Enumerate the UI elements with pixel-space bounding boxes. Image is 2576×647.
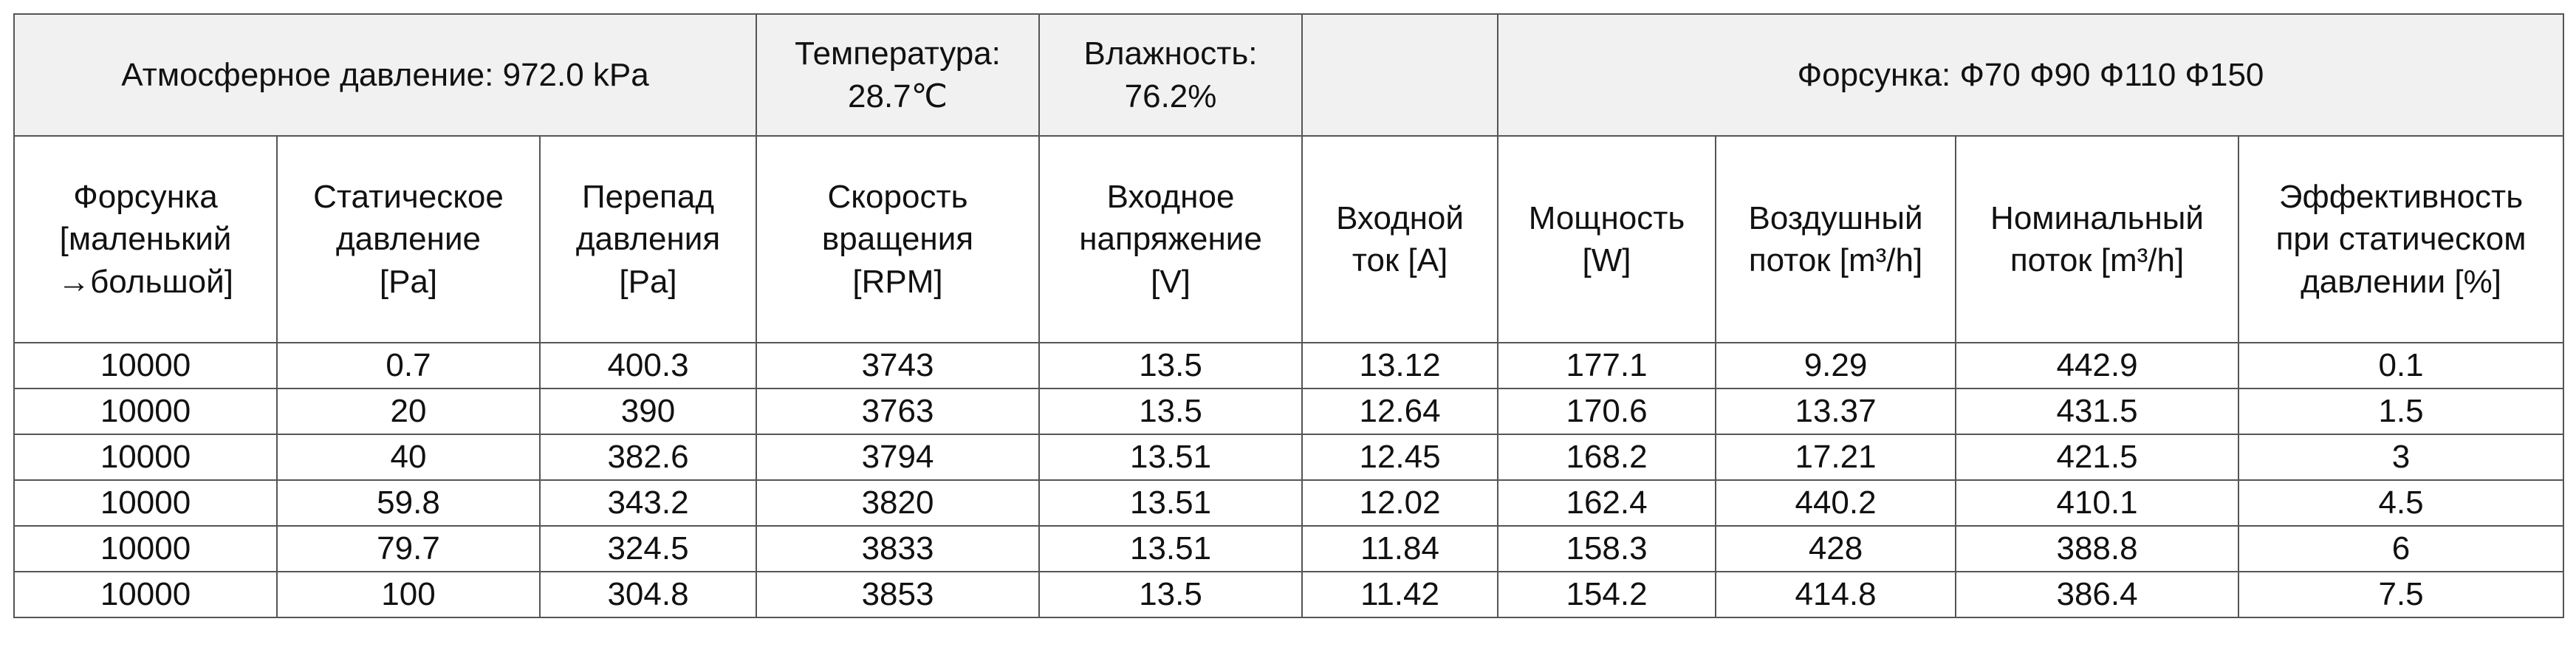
- data-cell: 177.1: [1497, 342, 1717, 389]
- data-cell: 168.2: [1497, 434, 1717, 481]
- data-cell: 386.4: [1955, 571, 2240, 618]
- data-cell: 59.8: [276, 479, 541, 527]
- column-header: Перепад давления [Pa]: [538, 135, 758, 343]
- data-cell: 324.5: [538, 525, 758, 572]
- conditions-row: Атмосферное давление: 972.0 kPa Температ…: [13, 13, 2565, 137]
- data-cell: 9.29: [1715, 342, 1957, 389]
- column-header: Мощность [W]: [1497, 135, 1717, 343]
- data-cell: 100: [276, 571, 541, 618]
- data-row: 10000 0.7 400.3 3743 13.5 13.12 177.1 9.29 442.9…: [13, 342, 2565, 389]
- data-cell: 13.51: [1038, 479, 1304, 527]
- column-header: Входной ток [A]: [1301, 135, 1499, 343]
- data-cell: 3820: [756, 479, 1041, 527]
- data-cell: 431.5: [1955, 388, 2240, 435]
- data-cell: 421.5: [1955, 434, 2240, 481]
- data-cell: 0.1: [2238, 342, 2565, 389]
- column-header: Статическое давление [Pa]: [276, 135, 541, 343]
- data-cell: 13.12: [1301, 342, 1499, 389]
- data-cell: 10000: [13, 525, 278, 572]
- data-cell: 13.51: [1038, 434, 1304, 481]
- data-cell: 11.42: [1301, 571, 1499, 618]
- nozzle: Форсунка: Ф70 Ф90 Ф110 Ф150: [1497, 13, 2565, 137]
- data-cell: 382.6: [538, 434, 758, 481]
- temperature: Температура: 28.7℃: [756, 13, 1041, 137]
- data-cell: 11.84: [1301, 525, 1499, 572]
- data-cell: 13.37: [1715, 388, 1957, 435]
- data-cell: 40: [276, 434, 541, 481]
- data-cell: 79.7: [276, 525, 541, 572]
- data-cell: 6: [2238, 525, 2565, 572]
- column-header: Форсунка [маленький →большой]: [13, 135, 278, 343]
- data-table: Атмосферное давление: 972.0 kPa Температ…: [13, 13, 2565, 618]
- data-cell: 170.6: [1497, 388, 1717, 435]
- data-row: 10000 20 390 3763 13.5 12.64 170.6 13.37 431.5 1.…: [13, 388, 2565, 435]
- data-cell: 10000: [13, 342, 278, 389]
- pressure: Атмосферное давление: 972.0 kPa: [13, 13, 758, 137]
- data-cell: 410.1: [1955, 479, 2240, 527]
- data-cell: 13.51: [1038, 525, 1304, 572]
- data-cell: 10000: [13, 434, 278, 481]
- column-header: Эффективность при статическом давлении […: [2238, 135, 2565, 343]
- data-cell: 7.5: [2238, 571, 2565, 618]
- data-cell: 12.64: [1301, 388, 1499, 435]
- data-cell: 400.3: [538, 342, 758, 389]
- data-cell: 440.2: [1715, 479, 1957, 527]
- data-row: 10000 59.8 343.2 3820 13.51 12.02 162.4 440.2 41…: [13, 479, 2565, 527]
- data-cell: 3794: [756, 434, 1041, 481]
- column-header: Номинальный поток [m³/h]: [1955, 135, 2240, 343]
- data-cell: 20: [276, 388, 541, 435]
- data-row: 10000 100 304.8 3853 13.5 11.42 154.2 414.8 386.…: [13, 571, 2565, 618]
- data-cell: 162.4: [1497, 479, 1717, 527]
- data-cell: 158.3: [1497, 525, 1717, 572]
- data-cell: 10000: [13, 479, 278, 527]
- data-cell: 17.21: [1715, 434, 1957, 481]
- column-header: Входное напряжение [V]: [1038, 135, 1304, 343]
- data-cell: 12.02: [1301, 479, 1499, 527]
- data-cell: 388.8: [1955, 525, 2240, 572]
- data-cell: 10000: [13, 388, 278, 435]
- data-cell: 13.5: [1038, 342, 1304, 389]
- data-row: 10000 79.7 324.5 3833 13.51 11.84 158.3 428 388.…: [13, 525, 2565, 572]
- data-cell: 3: [2238, 434, 2565, 481]
- empty-cell: [1301, 13, 1499, 137]
- data-cell: 10000: [13, 571, 278, 618]
- humidity: Влажность: 76.2%: [1038, 13, 1304, 137]
- data-cell: 12.45: [1301, 434, 1499, 481]
- data-cell: 3853: [756, 571, 1041, 618]
- data-cell: 154.2: [1497, 571, 1717, 618]
- header-row: Форсунка [маленький →большой] Статическое…: [13, 135, 2565, 343]
- column-header: Скорость вращения [RPM]: [756, 135, 1041, 343]
- data-cell: 3743: [756, 342, 1041, 389]
- data-cell: 4.5: [2238, 479, 2565, 527]
- data-cell: 390: [538, 388, 758, 435]
- data-cell: 3833: [756, 525, 1041, 572]
- data-cell: 13.5: [1038, 571, 1304, 618]
- data-cell: 428: [1715, 525, 1957, 572]
- data-cell: 343.2: [538, 479, 758, 527]
- column-header: Воздушный поток [m³/h]: [1715, 135, 1957, 343]
- data-cell: 1.5: [2238, 388, 2565, 435]
- data-cell: 442.9: [1955, 342, 2240, 389]
- data-cell: 414.8: [1715, 571, 1957, 618]
- data-cell: 0.7: [276, 342, 541, 389]
- data-cell: 13.5: [1038, 388, 1304, 435]
- data-cell: 3763: [756, 388, 1041, 435]
- data-row: 10000 40 382.6 3794 13.51 12.45 168.2 17.21 421.…: [13, 434, 2565, 481]
- data-cell: 304.8: [538, 571, 758, 618]
